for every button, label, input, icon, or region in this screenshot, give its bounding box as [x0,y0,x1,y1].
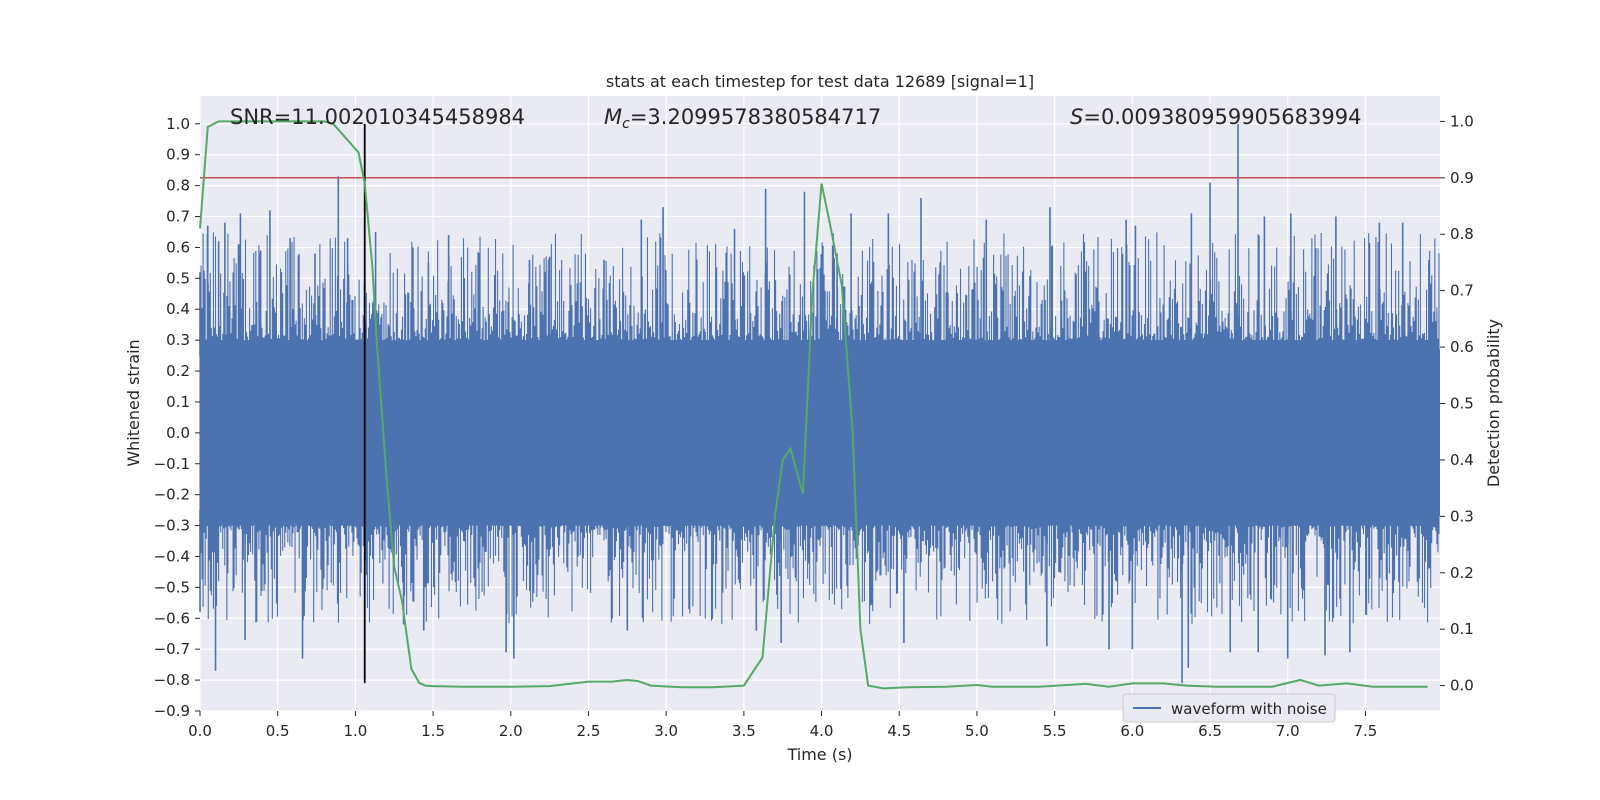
y-axis-label: Whitened strain [124,339,143,466]
y-tick-label: 0.4 [166,300,190,318]
x-tick-label: 5.5 [1043,722,1067,740]
mc-annotation: Mc=3.2099578380584717 [604,105,881,132]
x-tick-label: 0.0 [188,722,212,740]
x-tick-label: 3.5 [732,722,756,740]
x-tick-label: 6.0 [1120,722,1144,740]
y-tick-label: 0.7 [166,208,190,226]
y-tick-label: −0.7 [154,640,190,658]
overlay-lines [200,123,1440,684]
y-tick-label: −0.1 [154,455,190,473]
y-tick-label: 0.6 [166,238,190,256]
x-tick-label: 1.5 [421,722,445,740]
x-axis-label: Time (s) [786,745,852,764]
mc-subscript: c [622,116,630,132]
x-tick-label: 2.5 [577,722,601,740]
y-tick-label: −0.9 [154,702,190,720]
x-tick-label: 1.0 [343,722,367,740]
s-annotation: S=0.009380959905683994 [1070,105,1361,129]
probability-series [199,120,1428,690]
y-tick-label: 1.0 [166,115,190,133]
x-tick-label: 6.5 [1198,722,1222,740]
y-tick-label: 0.9 [166,146,190,164]
x-tick-label: 4.5 [887,722,911,740]
y-tick-label: −0.2 [154,486,190,504]
x-tick-label: 0.5 [266,722,290,740]
y2-ticks: 1.0 0.9 0.8 0.7 0.6 0.5 0.4 0.3 0.2 0.1 0.0 [1440,112,1474,695]
x-tick-label: 7.5 [1353,722,1377,740]
x-tick-label: 7.0 [1276,722,1300,740]
y-tick-label: 0.5 [166,269,190,287]
legend-label: waveform with noise [1171,700,1327,718]
y-tick-label: −0.3 [154,517,190,535]
y-tick-label: −0.8 [154,671,190,689]
y-tick-label: −0.5 [154,578,190,596]
y-tick-label: 0.0 [166,424,190,442]
y-tick-label: 0.1 [166,393,190,411]
waveform-noise-line [199,232,1440,625]
x-tick-label: 2.0 [499,722,523,740]
y2-tick-label: 0.0 [1450,677,1474,695]
mc-symbol: M [604,105,622,129]
y-tick-label: 0.3 [166,331,190,349]
y2-tick-label: 0.9 [1450,169,1474,187]
y2-tick-label: 0.1 [1450,620,1474,638]
detection-probability-line [199,120,1428,690]
y2-axis-label: Detection probability [1484,319,1503,487]
y2-tick-label: 0.2 [1450,564,1474,582]
y2-tick-label: 0.3 [1450,507,1474,525]
y2-tick-label: 0.4 [1450,451,1474,469]
y-tick-label: −0.4 [154,547,190,565]
y2-tick-label: 0.6 [1450,338,1474,356]
x-tick-label: 5.0 [965,722,989,740]
waveform-series [199,123,1440,684]
mc-value: =3.2099578380584717 [630,105,881,129]
y-tick-label: 0.8 [166,177,190,195]
y-tick-label: 0.2 [166,362,190,380]
s-value: =0.009380959905683994 [1083,105,1361,129]
y2-tick-label: 1.0 [1450,112,1474,130]
y2-tick-label: 0.5 [1450,395,1474,413]
x-tick-label: 4.0 [810,722,834,740]
s-symbol: S [1070,105,1083,129]
snr-annotation: SNR=11.002010345458984 [230,105,525,129]
chart-title: stats at each timestep for test data 126… [606,72,1034,91]
y2-tick-label: 0.7 [1450,282,1474,300]
y2-tick-label: 0.8 [1450,225,1474,243]
legend-box [1122,693,1336,723]
legend: waveform with noise [1122,693,1336,723]
y-ticks: 1.0 0.9 0.8 0.7 0.6 0.5 0.4 0.3 0.2 0.1 0.0 −0.1 −0.… [154,115,200,720]
y-tick-label: −0.6 [154,609,190,627]
x-ticks: 0.0 0.5 1.0 1.5 2.0 2.5 3.0 3.5 4.0 4.5 5.0 5.5 6.0 6… [188,711,1377,740]
x-tick-label: 3.0 [654,722,678,740]
